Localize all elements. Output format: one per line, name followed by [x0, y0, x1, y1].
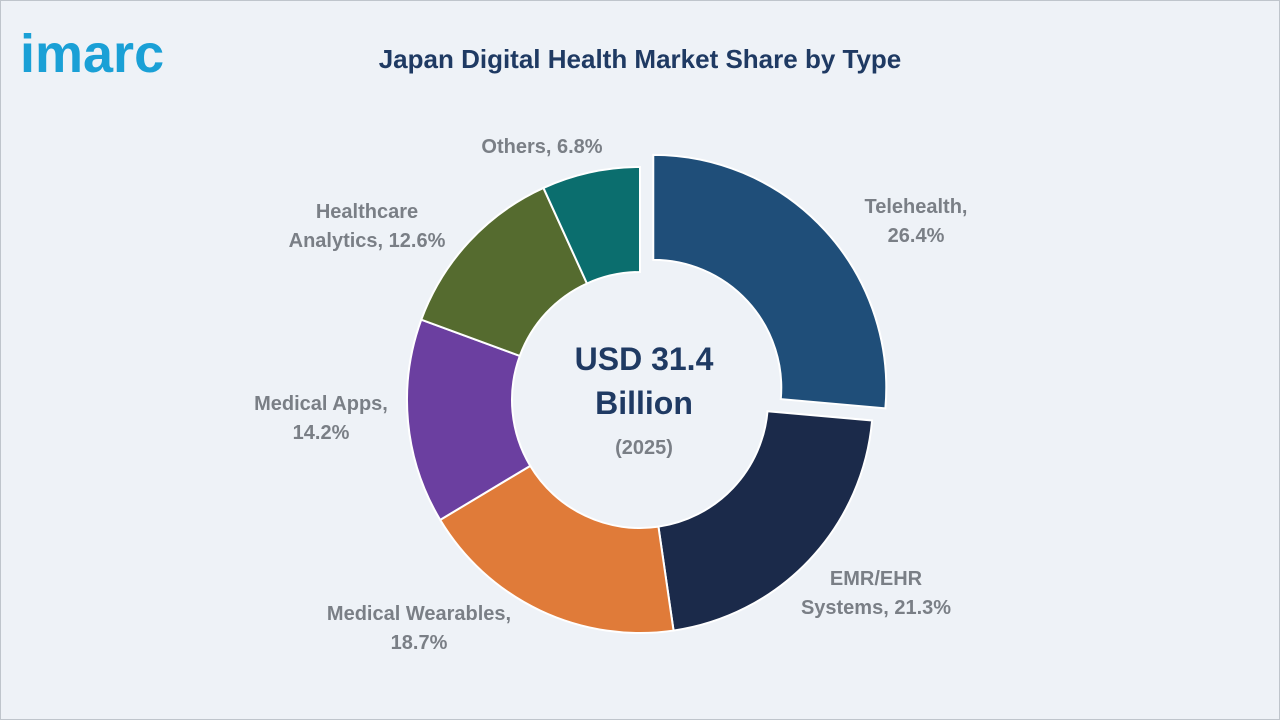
chart-title: Japan Digital Health Market Share by Typ…: [378, 44, 902, 74]
center-label: USD 31.4 Billion (2025): [575, 341, 714, 459]
center-year: (2025): [615, 437, 673, 459]
donut-slices: [406, 153, 888, 634]
slice-emr-ehr-systems: [657, 410, 874, 632]
center-unit: Billion: [595, 385, 693, 421]
slice-others: [542, 165, 641, 285]
slice-label-healthcare-analytics: Healthcare Analytics, 12.6%: [289, 201, 446, 252]
slice-telehealth: [652, 153, 888, 410]
slice-label-medical-wearables: Medical Wearables, 18.7%: [327, 603, 511, 654]
imarc-logo: imarc: [20, 14, 205, 80]
center-value: USD 31.4: [575, 341, 714, 377]
slice-medical-wearables: [438, 464, 675, 634]
slice-labels: Telehealth, 26.4% EMR/EHR Systems, 21.3% Med…: [254, 136, 967, 654]
svg-text:imarc: imarc: [20, 24, 164, 80]
slice-label-medical-apps: Medical Apps, 14.2%: [254, 393, 388, 444]
slice-label-emr-ehr-systems: EMR/EHR Systems, 21.3%: [801, 568, 951, 619]
slice-label-others: Others, 6.8%: [481, 136, 602, 158]
slice-label-telehealth: Telehealth, 26.4%: [865, 196, 968, 247]
